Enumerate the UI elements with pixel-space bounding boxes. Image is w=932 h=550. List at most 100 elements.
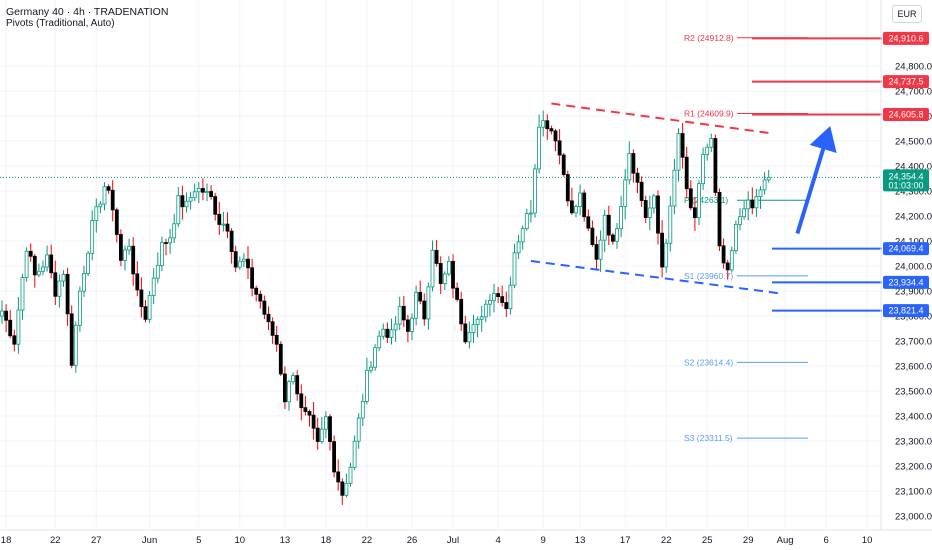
candle — [734, 220, 738, 254]
candle — [574, 204, 578, 218]
candle-body — [344, 482, 349, 496]
candle — [524, 208, 529, 231]
level-badge-label: 24,910.6 — [888, 33, 923, 43]
pivot-label: R1 (24609.9) — [684, 109, 734, 119]
candle — [278, 341, 283, 376]
candle-body — [729, 250, 734, 271]
candle-body — [287, 381, 291, 403]
candlesticks — [0, 110, 771, 505]
candle-body — [41, 266, 45, 272]
candle-body — [147, 295, 152, 320]
candle — [16, 296, 21, 354]
candle — [639, 176, 644, 207]
candle-body — [348, 466, 353, 484]
candle — [37, 263, 41, 278]
candle-body — [623, 179, 628, 207]
candle — [49, 244, 54, 279]
candle-body — [135, 273, 140, 291]
candle-body — [647, 207, 652, 218]
candle — [594, 236, 599, 270]
candle-body — [94, 206, 99, 221]
candle — [110, 180, 115, 222]
candle-body — [106, 186, 111, 191]
candle-body — [299, 393, 304, 409]
candle-body — [414, 291, 419, 319]
candle-body — [278, 343, 283, 375]
candle — [151, 267, 156, 305]
candle-body — [479, 316, 484, 320]
candle — [557, 129, 562, 165]
candle-body — [102, 186, 107, 205]
candle — [520, 225, 525, 250]
candle — [729, 246, 734, 273]
indicator-legend[interactable]: Pivots (Traditional, Auto) — [6, 18, 115, 29]
candle — [463, 315, 468, 344]
candle — [705, 143, 710, 161]
candle — [123, 245, 127, 271]
candle — [742, 201, 746, 220]
candle — [586, 209, 591, 232]
candle-body — [676, 133, 681, 171]
candle — [311, 401, 316, 440]
candle — [738, 208, 742, 231]
x-tick-label: 13 — [280, 535, 291, 546]
candle-body — [28, 250, 33, 257]
candle-body — [86, 252, 90, 274]
candle-body — [258, 293, 263, 302]
candle-body — [295, 375, 300, 395]
x-tick-label: 10 — [862, 535, 873, 546]
candle — [24, 247, 29, 282]
price-axis[interactable]: 23,000.0 23,100.0 23,200.0 23,300.0 23,400.0… — [895, 62, 932, 523]
candle-body — [184, 200, 189, 208]
candle — [4, 304, 8, 333]
y-tick-label: 24,700.0 — [895, 87, 932, 98]
level-badge-label: 23,934.4 — [888, 277, 923, 287]
candle-body — [127, 245, 131, 251]
candle — [619, 195, 623, 238]
x-tick-label: 9 — [541, 535, 546, 546]
candle-body — [57, 280, 62, 297]
candle-body — [688, 188, 693, 209]
time-axis[interactable]: 18 22 27 Jun 5 10 13 18 22 26 Jul 4 9 13 17 22 25 29 Aug 6 1… — [1, 535, 873, 546]
candle-body — [180, 195, 185, 208]
candle — [750, 187, 755, 215]
candle — [41, 260, 45, 276]
candle-body — [504, 302, 509, 310]
candle-body — [725, 262, 730, 271]
candle-body — [270, 321, 275, 336]
candle — [553, 128, 558, 152]
candle — [668, 196, 673, 252]
candle — [28, 243, 33, 262]
candle — [725, 259, 730, 280]
candle-body — [188, 197, 193, 202]
candle-body — [606, 214, 611, 236]
candle-body — [590, 227, 595, 245]
candle — [73, 321, 78, 373]
x-tick-label: 17 — [620, 535, 631, 546]
candle-body — [582, 192, 587, 218]
candle — [106, 184, 111, 194]
candle-body — [697, 183, 701, 219]
candle — [766, 169, 771, 183]
level-badge — [883, 242, 929, 256]
candle — [422, 293, 427, 326]
candle-body — [266, 313, 271, 323]
x-tick-label: 27 — [91, 535, 102, 546]
pivot-label: R2 (24912.8) — [684, 33, 734, 43]
candle — [545, 114, 550, 141]
currency-button[interactable]: EUR — [892, 5, 922, 23]
candle-body — [487, 300, 492, 305]
pivot-label: S2 (23614.4) — [684, 357, 733, 367]
x-tick-label: 6 — [823, 535, 828, 546]
candle — [319, 416, 324, 444]
candle-body — [459, 298, 464, 325]
level-badge — [883, 31, 929, 45]
candle-body — [668, 205, 673, 244]
candle-body — [512, 252, 517, 286]
candle — [680, 123, 685, 169]
candle-body — [446, 260, 451, 275]
candle — [274, 325, 279, 352]
candle-body — [738, 216, 742, 225]
x-tick-label: Jul — [447, 535, 459, 546]
